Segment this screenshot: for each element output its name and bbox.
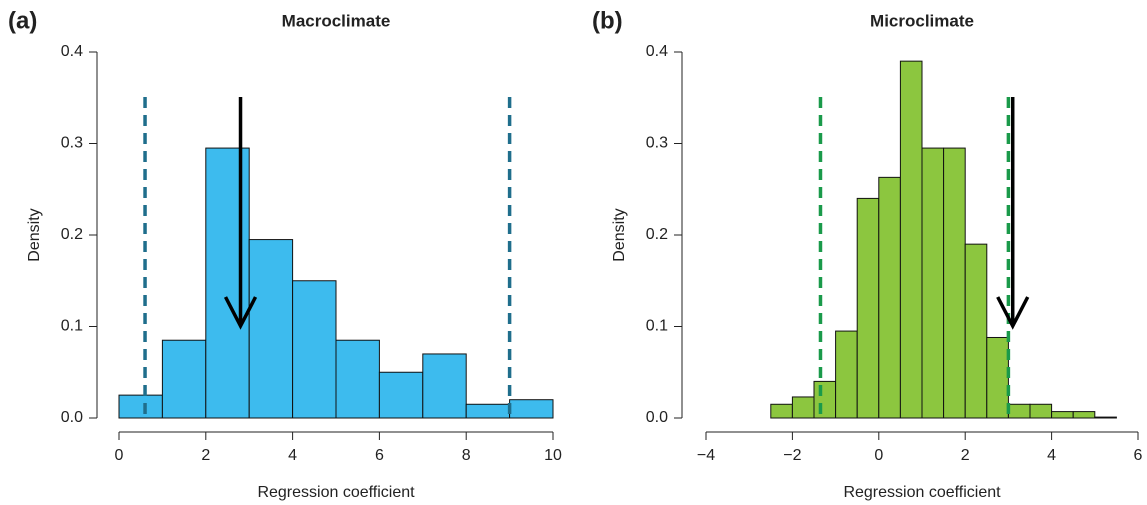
- bar: [1029, 403, 1053, 419]
- bar: [791, 396, 815, 419]
- x-tick-label: 4: [288, 447, 297, 464]
- x-tick-label: 6: [1134, 447, 1143, 464]
- bar: [964, 243, 988, 419]
- bar: [509, 399, 554, 419]
- bar: [813, 380, 837, 419]
- x-axis-label: Regression coefficient: [843, 484, 1001, 501]
- chart-title: Macroclimate: [282, 11, 391, 30]
- x-tick-label: 10: [544, 447, 562, 464]
- bar: [422, 353, 467, 419]
- bar: [118, 394, 163, 419]
- x-tick-label: 6: [375, 447, 384, 464]
- panel-label: (b): [592, 7, 623, 34]
- bar: [205, 147, 250, 419]
- panel-label: (a): [8, 7, 37, 34]
- bar: [770, 403, 793, 419]
- bar: [899, 60, 923, 419]
- y-tick-label: 0.3: [61, 135, 83, 152]
- bar: [248, 239, 294, 419]
- chart-title: Microclimate: [870, 11, 974, 30]
- bar: [335, 339, 380, 419]
- bar: [943, 147, 966, 419]
- bar: [465, 403, 511, 419]
- x-tick-label: 2: [961, 447, 970, 464]
- observed-arrow: [996, 97, 1030, 330]
- y-tick-label: 0.1: [646, 318, 668, 335]
- y-tick-label: 0.1: [61, 318, 83, 335]
- x-tick-label: 0: [874, 447, 883, 464]
- y-tick-label: 0.4: [646, 43, 668, 60]
- x-tick-label: 0: [115, 447, 124, 464]
- x-tick-label: −4: [697, 447, 715, 464]
- x-tick-label: 4: [1047, 447, 1056, 464]
- y-tick-label: 0.4: [61, 43, 83, 60]
- x-tick-label: −2: [783, 447, 801, 464]
- bar: [1007, 403, 1031, 419]
- y-tick-label: 0.2: [646, 226, 668, 243]
- x-axis-label: Regression coefficient: [257, 484, 415, 501]
- y-tick-label: 0.3: [646, 135, 668, 152]
- bar: [1094, 416, 1117, 419]
- y-tick-label: 0.2: [61, 226, 83, 243]
- bar: [378, 371, 424, 419]
- bar: [921, 147, 945, 419]
- bar: [1051, 411, 1074, 419]
- x-tick-label: 2: [201, 447, 210, 464]
- bar: [835, 330, 858, 419]
- y-axis-label: Density: [611, 208, 628, 261]
- bar: [161, 339, 207, 419]
- observed-arrow: [223, 97, 258, 330]
- y-axis-label: Density: [26, 208, 43, 261]
- bar: [292, 280, 337, 419]
- bar: [1072, 411, 1096, 419]
- x-tick-label: 8: [462, 447, 471, 464]
- bar: [878, 176, 901, 419]
- y-tick-label: 0.0: [61, 409, 83, 426]
- bar: [986, 336, 1009, 419]
- y-tick-label: 0.0: [646, 409, 668, 426]
- bar: [856, 197, 880, 419]
